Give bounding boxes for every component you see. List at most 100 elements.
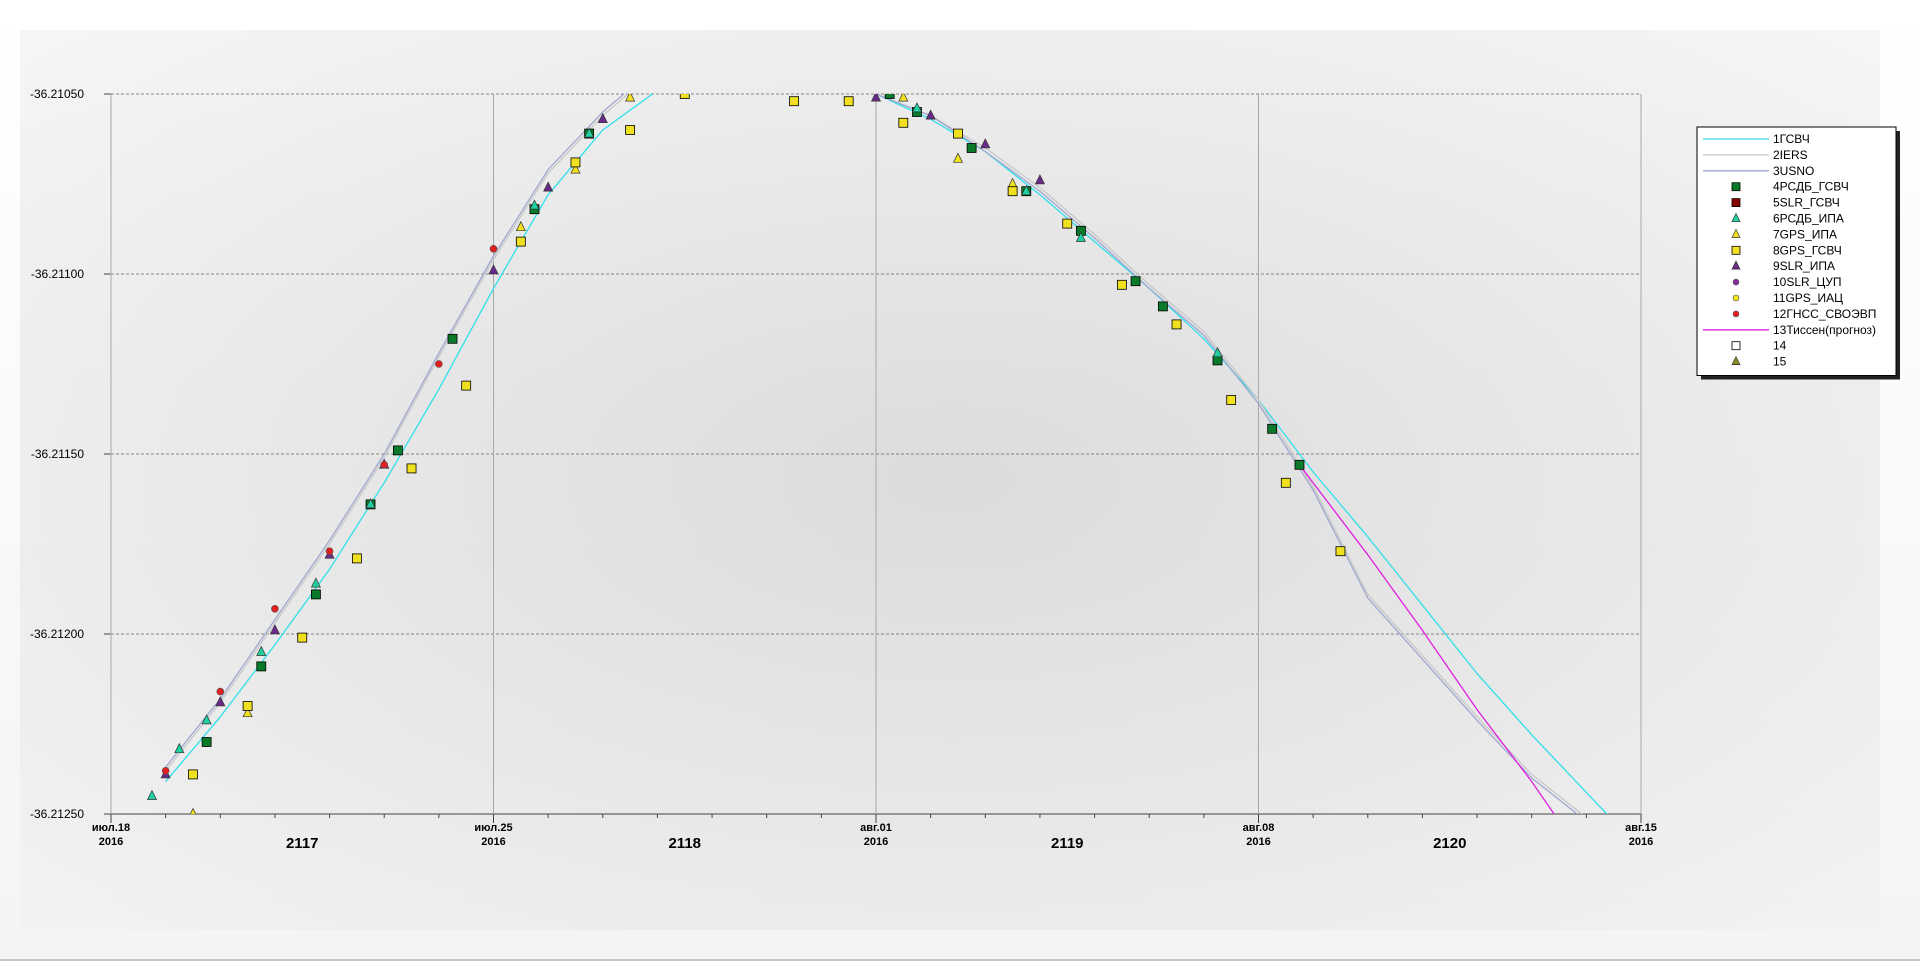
marker-square <box>392 445 403 456</box>
x-tick-label: 2016 <box>1246 836 1270 848</box>
marker-square <box>1731 245 1741 255</box>
marker-square <box>201 737 212 747</box>
marker-circle <box>380 460 389 469</box>
marker-square <box>1226 395 1237 405</box>
marker-circle <box>271 604 279 613</box>
marker-square <box>884 94 895 99</box>
week-label: 2119 <box>1051 835 1084 852</box>
marker-square <box>447 333 458 344</box>
marker-triangle <box>256 645 267 656</box>
x-tick-label: 2016 <box>481 836 505 848</box>
marker-triangle <box>201 714 212 725</box>
legend-label: 4РСДБ_ГСВЧ <box>1773 180 1849 194</box>
week-label: 2117 <box>286 835 319 852</box>
series-line <box>165 94 1579 814</box>
marker-circle <box>216 687 225 696</box>
legend-label: 1ГСВЧ <box>1773 132 1810 146</box>
marker-triangle <box>898 94 909 102</box>
marker-triangle <box>146 789 158 800</box>
marker-triangle <box>174 742 185 754</box>
legend-label: 15 <box>1773 355 1787 369</box>
marker-square <box>1731 341 1741 351</box>
marker-triangle <box>515 220 526 232</box>
marker-square <box>1007 186 1018 197</box>
marker-triangle <box>242 706 253 718</box>
marker-square <box>625 125 636 135</box>
legend-label: 10SLR_ЦУП <box>1773 275 1842 289</box>
marker-square <box>188 769 198 780</box>
marker-triangle <box>1731 228 1741 238</box>
marker-triangle <box>1731 212 1741 222</box>
marker-square <box>679 94 690 99</box>
marker-circle <box>1732 278 1740 286</box>
marker-triangle <box>911 102 923 113</box>
marker-square <box>297 632 308 643</box>
legend <box>1696 126 1897 376</box>
plot-background <box>20 30 1880 930</box>
marker-square <box>898 117 909 128</box>
marker-triangle <box>543 181 554 192</box>
marker-triangle <box>189 807 197 814</box>
marker-square <box>789 96 799 107</box>
legend-label: 9SLR_ИПА <box>1773 259 1835 273</box>
marker-square <box>1280 477 1291 488</box>
marker-square <box>1157 301 1168 312</box>
marker-triangle <box>1212 346 1223 358</box>
y-tick-label: -36.21250 <box>30 807 84 821</box>
legend-label: 11GPS_ИАЦ <box>1773 291 1843 305</box>
marker-square <box>1171 319 1182 330</box>
y-tick-label: -36.21150 <box>31 447 84 461</box>
marker-square <box>1267 423 1278 434</box>
marker-square <box>843 96 854 107</box>
legend-label: 7GPS_ИПА <box>1773 227 1837 241</box>
marker-triangle <box>625 94 636 102</box>
marker-triangle <box>597 112 608 124</box>
marker-triangle <box>1731 260 1741 270</box>
marker-triangle <box>570 163 581 174</box>
x-tick-label: 2016 <box>864 836 888 848</box>
legend-label: 13Тиссен(прогноз) <box>1773 323 1876 337</box>
marker-square <box>1062 218 1073 229</box>
legend-label: 5SLR_ГСВЧ <box>1773 196 1840 210</box>
marker-square <box>242 701 253 711</box>
legend-label: 2IERS <box>1773 148 1808 162</box>
legend-label: 8GPS_ГСВЧ <box>1773 243 1842 257</box>
marker-triangle <box>980 138 991 149</box>
marker-triangle <box>215 696 226 707</box>
marker-square <box>966 143 977 153</box>
legend-label: 14 <box>1773 339 1787 353</box>
marker-square <box>1294 459 1305 470</box>
marker-triangle <box>952 152 964 163</box>
marker-triangle <box>870 94 882 102</box>
week-label: 2120 <box>1433 835 1466 852</box>
week-label: 2118 <box>668 835 701 852</box>
marker-circle <box>489 245 498 253</box>
y-tick-label: -36.21100 <box>31 267 84 281</box>
marker-square <box>1116 279 1127 290</box>
series-line <box>165 94 1608 814</box>
x-tick-label: 2016 <box>1629 836 1653 848</box>
marker-square <box>1130 276 1141 287</box>
series-line <box>165 94 1583 814</box>
y-tick-label: -36.21200 <box>30 627 84 641</box>
marker-triangle <box>365 498 376 509</box>
marker-square <box>256 661 267 672</box>
marker-square <box>1212 355 1223 366</box>
x-tick-label: авг.01 <box>860 822 892 834</box>
x-tick-label: июл.18 <box>92 822 130 834</box>
marker-triangle <box>488 264 499 275</box>
series-line <box>1298 464 1555 814</box>
marker-triangle <box>925 109 936 120</box>
marker-square <box>311 589 321 600</box>
legend-label: 3USNO <box>1773 164 1814 178</box>
marker-circle <box>1732 310 1740 318</box>
marker-triangle <box>269 624 280 635</box>
plot-area <box>146 94 1608 814</box>
marker-triangle <box>1034 174 1045 185</box>
marker-triangle <box>529 199 540 210</box>
legend-label: 6РСДБ_ИПА <box>1773 212 1844 226</box>
marker-square <box>461 380 472 391</box>
marker-square <box>406 463 417 474</box>
marker-square <box>1731 182 1741 192</box>
